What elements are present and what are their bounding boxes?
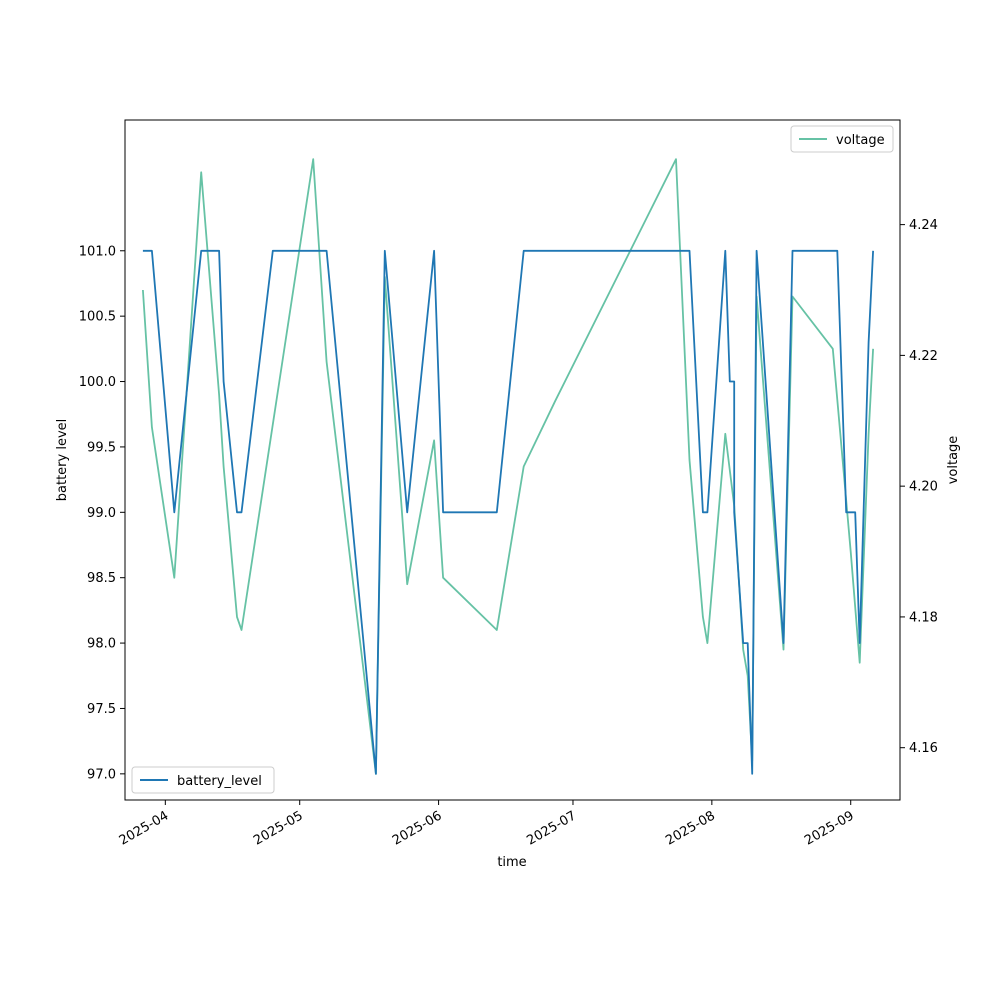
y-left-tick-label: 97.5 [87,702,116,717]
legend-label-voltage: voltage [836,133,885,148]
y-left-tick-label: 101.0 [79,244,116,259]
y-right-axis-title: voltage [946,436,961,485]
y-right-axis-ticks: 4.16 4.18 4.20 4.22 4.24 [900,218,938,756]
y-right-tick-label: 4.24 [909,218,938,233]
y-right-tick-label: 4.16 [909,741,938,756]
y-left-tick-label: 97.0 [87,767,116,782]
y-left-axis-ticks: 97.0 97.5 98.0 98.5 99.0 99.5 100.0 100.5 101.0 [79,244,125,782]
y-left-tick-label: 100.5 [79,310,116,325]
y-left-axis-title: battery level [55,419,70,502]
y-left-tick-label: 98.5 [87,571,116,586]
x-axis-title: time [497,855,526,870]
plot-frame [124,119,901,801]
legend-label-battery-level: battery_level [177,774,262,789]
y-left-tick-label: 100.0 [79,375,116,390]
y-left-tick-label: 99.5 [87,440,116,455]
series-line-battery-level [142,249,874,775]
legend-box [790,125,894,153]
y-left-tick-label: 99.0 [87,506,116,521]
y-right-tick-label: 4.18 [909,610,938,625]
legend-box [131,766,275,794]
legend-voltage: voltage [790,125,894,153]
y-left-tick-label: 98.0 [87,637,116,652]
legend-battery-level: battery_level [131,766,275,794]
plot-lines [142,158,874,775]
y-right-tick-label: 4.20 [909,480,938,495]
y-right-tick-label: 4.22 [909,349,938,364]
